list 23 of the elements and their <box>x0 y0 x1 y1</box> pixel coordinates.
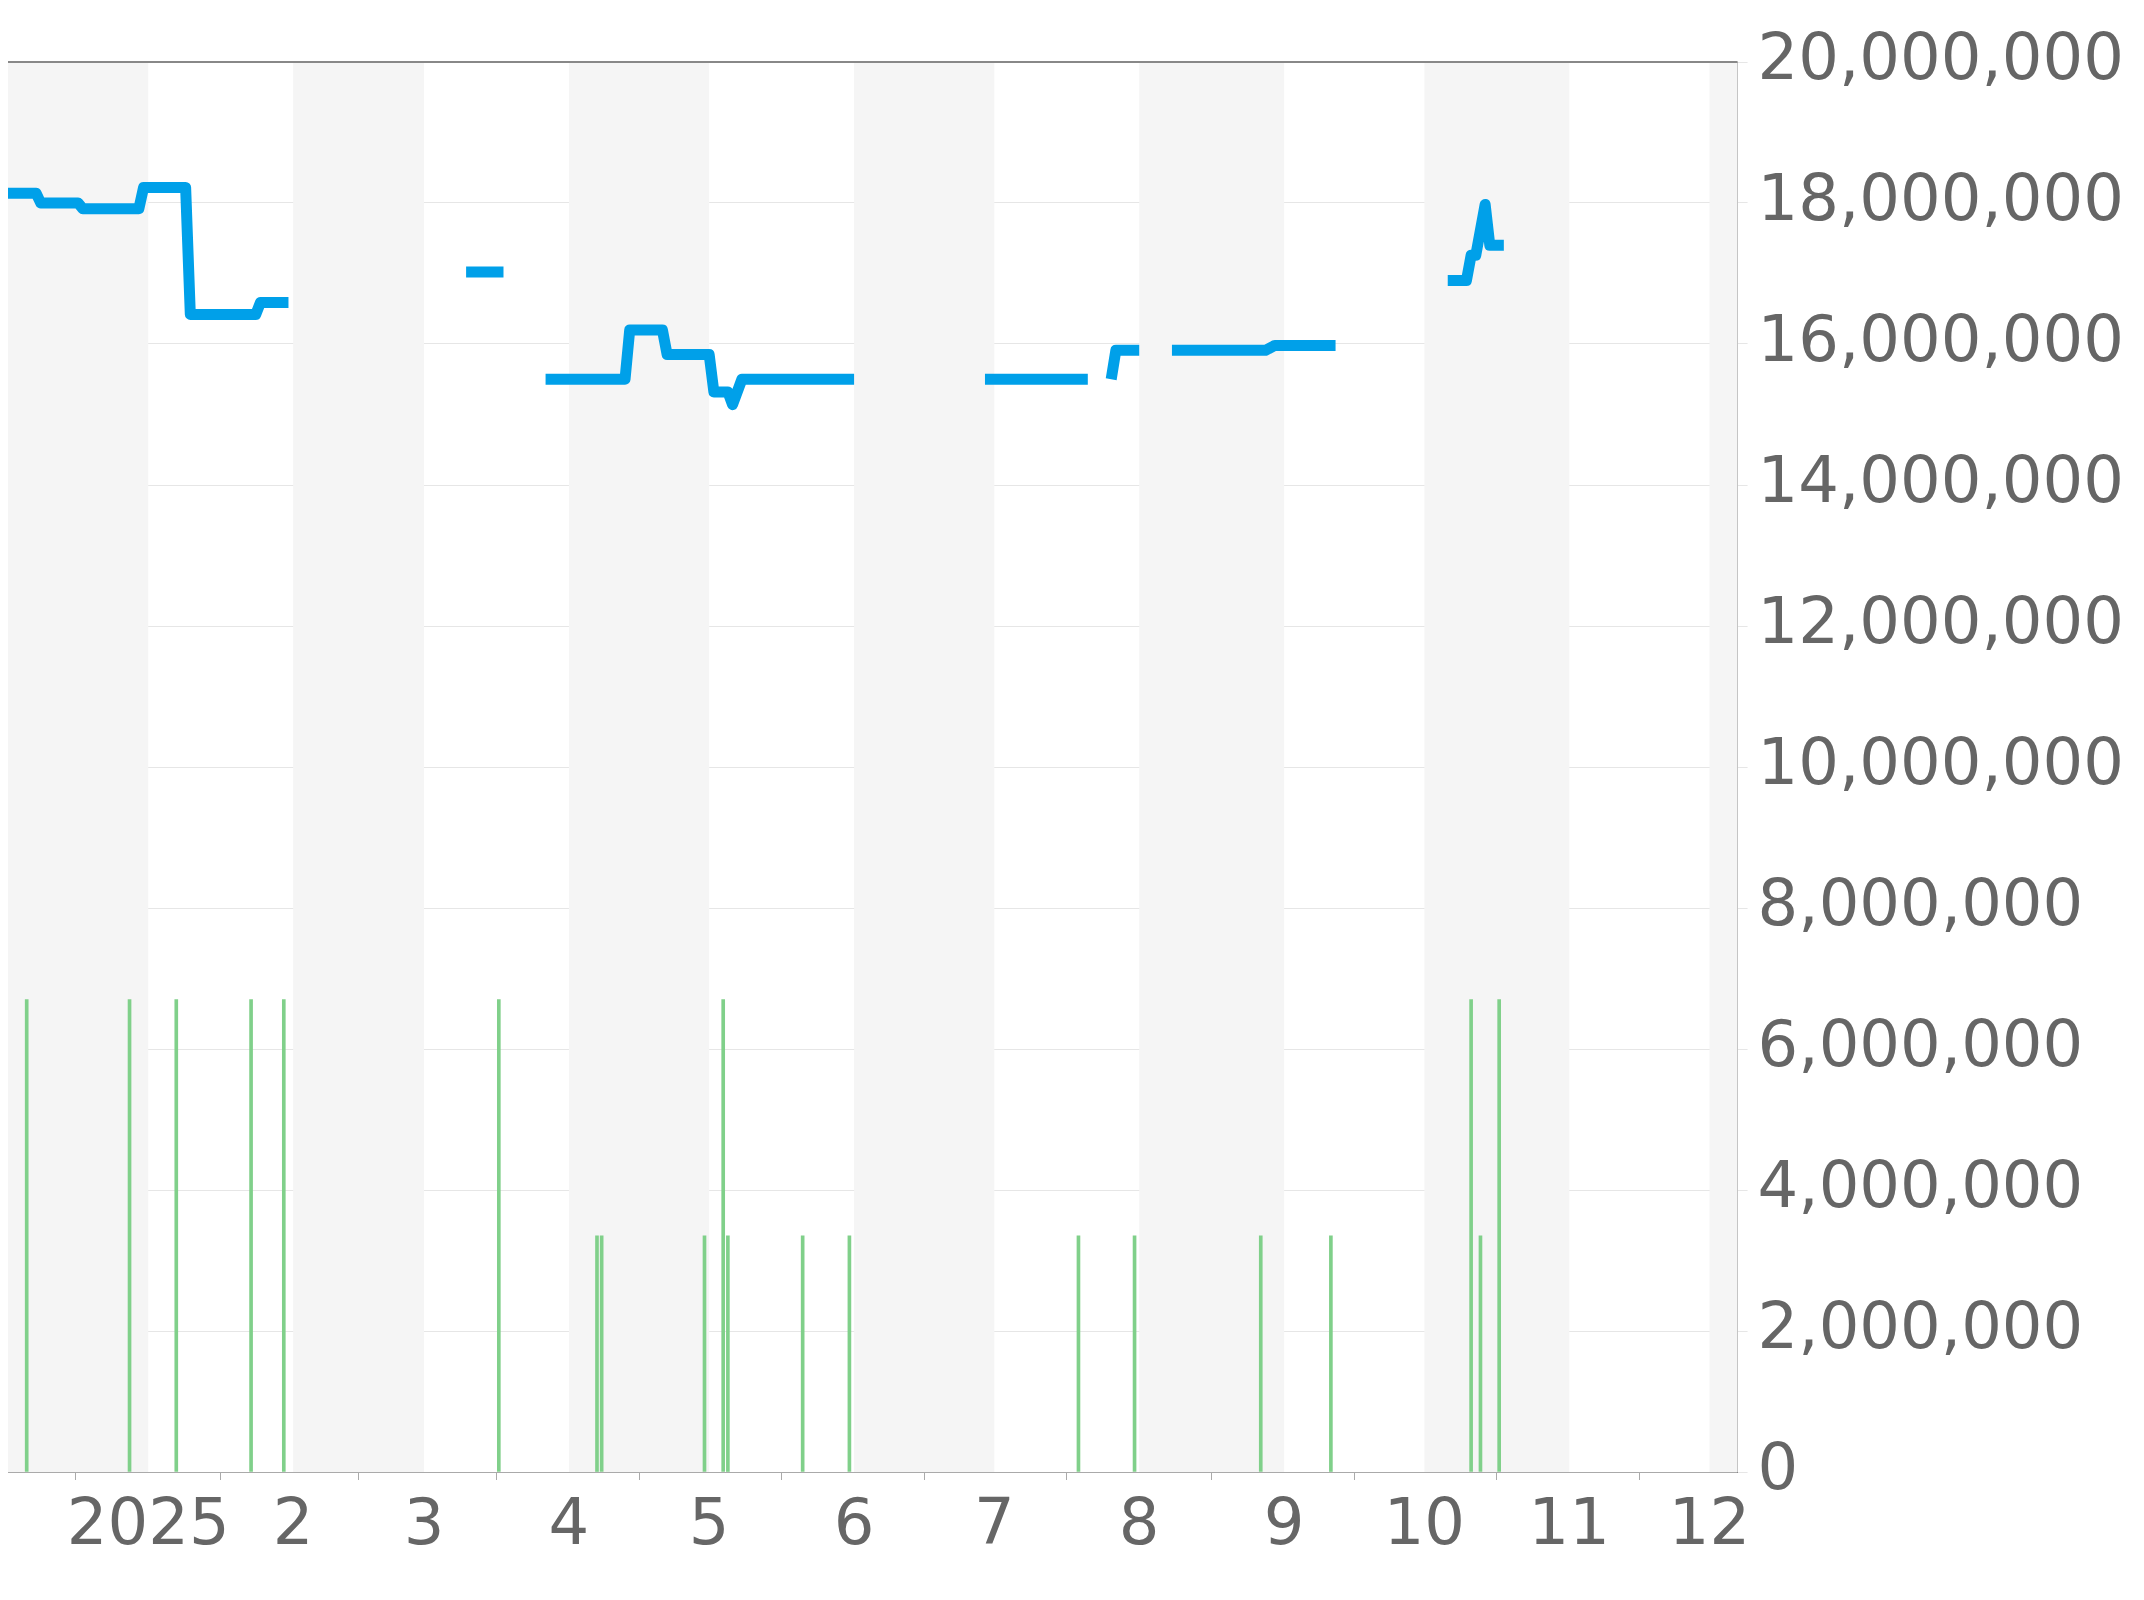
x-tick-label: 8 <box>1118 1484 1160 1559</box>
x-tick-label: 4 <box>548 1484 590 1559</box>
y-tick-label: 8,000,000 <box>1757 865 2084 940</box>
x-tick-label: 3 <box>403 1484 445 1559</box>
y-tick-label: 10,000,000 <box>1757 724 2124 799</box>
x-tick-label: 12 <box>1668 1484 1751 1559</box>
y-tick-label: 18,000,000 <box>1757 160 2124 235</box>
y-tick-label: 20,000,000 <box>1757 19 2124 94</box>
y-tick-label: 14,000,000 <box>1757 442 2124 517</box>
y-tick-label: 6,000,000 <box>1757 1006 2084 1081</box>
x-tick-label: 11 <box>1528 1484 1610 1559</box>
x-tick-label: 9 <box>1263 1484 1305 1559</box>
x-tick-label: 10 <box>1383 1484 1466 1559</box>
y-tick-label: 4,000,000 <box>1757 1147 2084 1222</box>
y-tick-label: 2,000,000 <box>1757 1288 2084 1363</box>
y-tick-label: 12,000,000 <box>1757 583 2124 658</box>
x-tick-label: 5 <box>688 1484 730 1559</box>
x-tick-label: 2025 <box>66 1484 230 1559</box>
x-tick-label: 2 <box>272 1484 314 1559</box>
x-tick-label: 6 <box>833 1484 875 1559</box>
y-tick-label: 16,000,000 <box>1757 301 2124 376</box>
y-tick-label: 0 <box>1757 1429 1799 1504</box>
x-tick-label: 7 <box>973 1484 1015 1559</box>
